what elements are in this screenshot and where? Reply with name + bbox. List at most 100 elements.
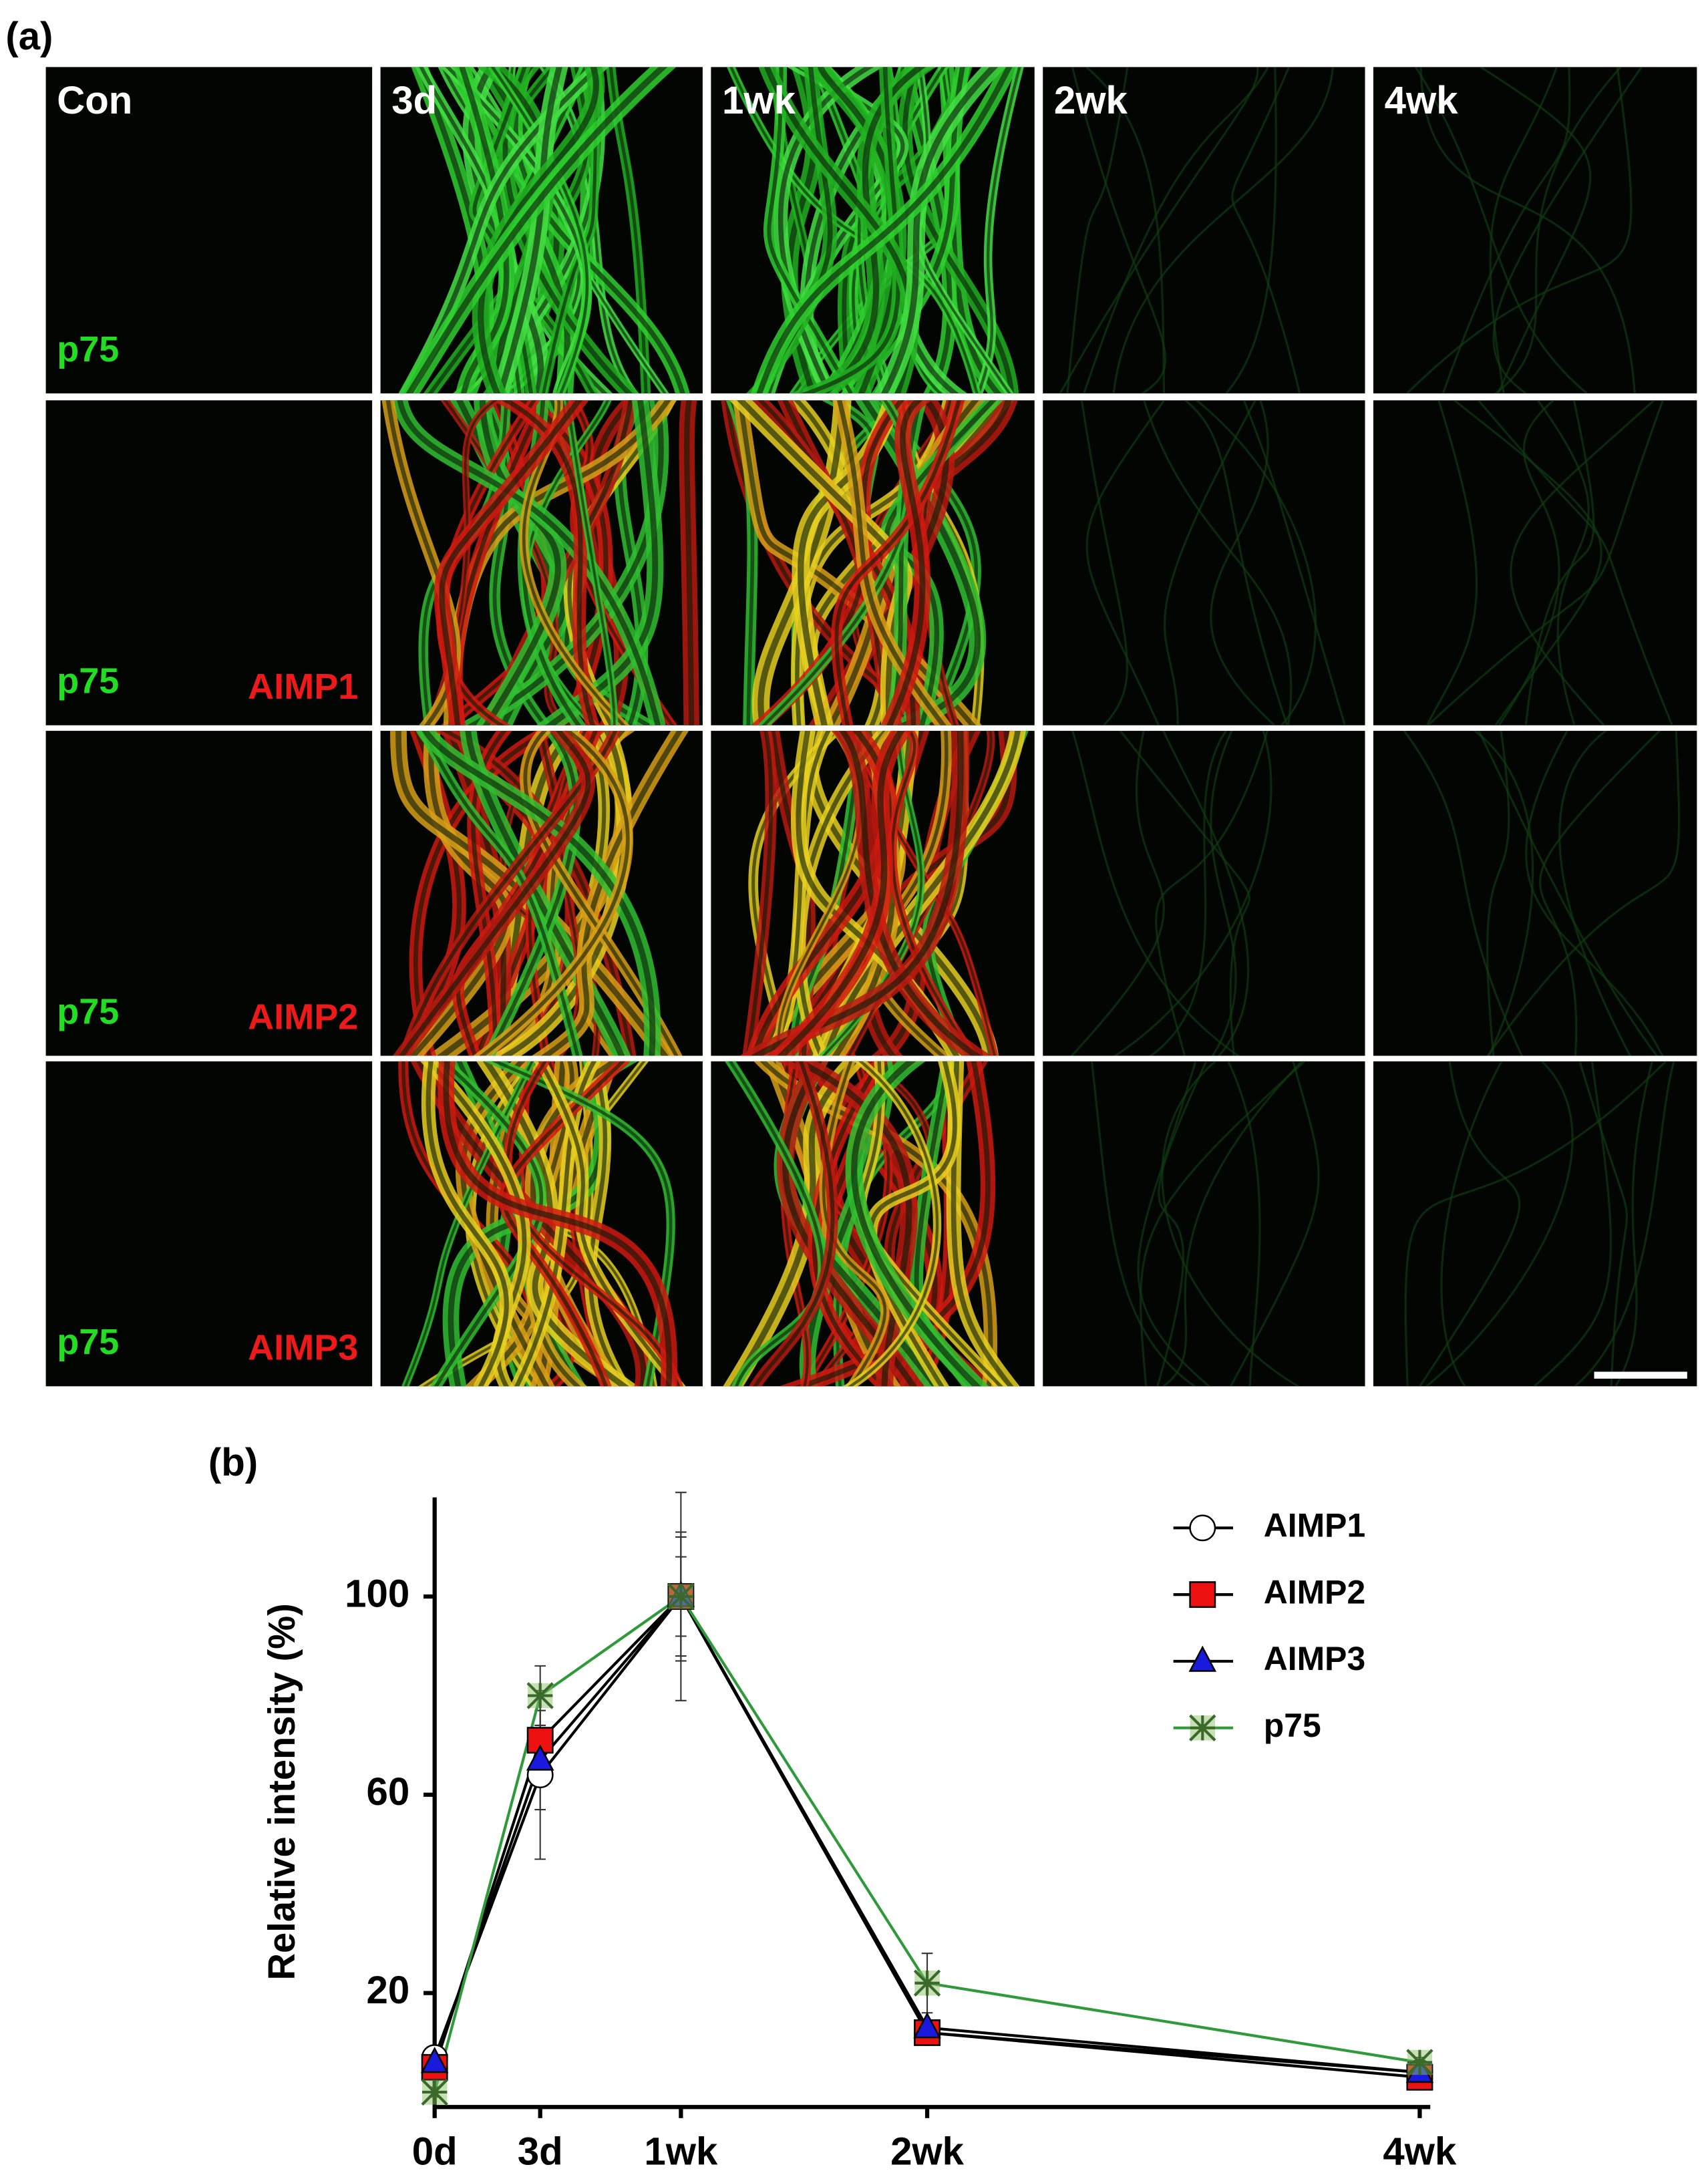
fiber-core — [977, 67, 1021, 393]
row-label: AIMP2 — [248, 997, 358, 1037]
fiber — [1404, 1061, 1668, 1387]
y-axis-label: Relative intensity (%) — [261, 1603, 303, 1980]
fiber-core — [759, 1061, 993, 1387]
marker-star — [1406, 2049, 1433, 2076]
y-tick-label: 100 — [345, 1572, 409, 1615]
fiber — [1085, 400, 1166, 725]
fiber — [1489, 67, 1558, 393]
fiber-core — [542, 67, 599, 393]
fiber — [1059, 67, 1259, 393]
fibers — [727, 67, 1024, 393]
fiber-core — [421, 731, 656, 1056]
legend-label: AIMP1 — [1264, 1507, 1365, 1544]
marker-star — [421, 2078, 448, 2106]
marker-star — [667, 1582, 695, 1611]
micrograph — [1373, 1061, 1697, 1387]
fiber-core — [801, 67, 901, 393]
fiber — [1162, 731, 1250, 1056]
marker — [913, 2012, 941, 2039]
fibers — [739, 731, 1029, 1056]
fiber — [1140, 1061, 1307, 1387]
fiber — [1478, 731, 1659, 1056]
fiber — [1224, 67, 1277, 393]
fibers — [398, 1061, 686, 1387]
fiber — [1478, 67, 1592, 393]
fiber-core — [409, 731, 510, 1056]
fiber-core — [441, 731, 633, 1056]
micrograph — [45, 67, 373, 393]
fiber-core — [403, 731, 617, 1056]
micrograph — [1043, 400, 1365, 725]
row-label: p75 — [57, 329, 119, 369]
fiber — [1578, 1061, 1629, 1387]
fibers — [381, 400, 699, 725]
fiber-core — [443, 1061, 673, 1387]
fiber-core — [405, 67, 668, 393]
fiber — [1137, 1061, 1211, 1387]
x-tick-label: 4wk — [1383, 2130, 1457, 2173]
column-label: 2wk — [1054, 79, 1128, 122]
fiber — [1119, 731, 1250, 1056]
fiber — [1242, 400, 1346, 725]
fiber-core — [880, 67, 999, 393]
fiber-core — [757, 400, 846, 725]
fiber-core — [767, 67, 854, 393]
fiber-core — [490, 67, 589, 393]
fiber — [1143, 400, 1293, 725]
fibers — [1070, 731, 1272, 1056]
fiber — [1071, 731, 1240, 1056]
fiber-core — [753, 1061, 835, 1387]
marker — [1189, 1581, 1216, 1609]
fibers — [1080, 400, 1346, 725]
fibers — [1405, 67, 1643, 393]
fiber — [1113, 731, 1272, 1056]
fiber — [1524, 400, 1595, 725]
micrograph — [45, 400, 373, 725]
fibers — [398, 67, 690, 393]
fiber — [1441, 67, 1571, 393]
fiber — [1148, 731, 1228, 1056]
marker — [1406, 2049, 1433, 2076]
x-tick-label: 3d — [518, 2130, 563, 2173]
fiber-core — [522, 400, 626, 725]
fibers — [390, 731, 689, 1056]
micrograph — [1373, 400, 1697, 725]
fiber-core — [834, 400, 961, 725]
fiber — [1162, 1061, 1304, 1387]
fiber — [1083, 67, 1270, 393]
y-tick-label: 20 — [367, 1969, 410, 2012]
fiber-core — [838, 731, 982, 1056]
x-tick-label: 1wk — [644, 2130, 718, 2173]
fiber-core — [471, 731, 508, 1056]
fiber — [1510, 400, 1656, 725]
fiber-core — [566, 400, 616, 725]
marker — [420, 2046, 449, 2073]
micrograph-grid: Con p75 3d 1wk 2wk 4wk p75 AIMP1 p75 AIMP2 p75 AIMP… — [45, 67, 1697, 1387]
fiber — [1080, 400, 1128, 725]
fiber — [1525, 731, 1664, 1056]
fiber-core — [886, 400, 926, 725]
row-label: p75 — [57, 1322, 119, 1362]
fiber — [1161, 1061, 1301, 1387]
fiber — [1614, 1061, 1654, 1387]
fibers — [723, 1061, 1020, 1387]
fiber — [1210, 400, 1276, 725]
fiber-core — [421, 731, 580, 1056]
fiber-core — [479, 400, 561, 725]
fiber-core — [750, 731, 964, 1056]
micrograph — [45, 1061, 373, 1387]
fiber — [1195, 400, 1317, 725]
marker — [526, 1744, 554, 1771]
column-label: 3d — [391, 79, 437, 122]
fiber — [1405, 67, 1633, 393]
panel-label: (a) — [5, 15, 53, 58]
legend-label: p75 — [1264, 1707, 1321, 1744]
fiber — [1210, 731, 1237, 1056]
fiber — [1532, 1061, 1612, 1387]
column-label: Con — [57, 79, 132, 122]
fiber — [1472, 731, 1534, 1056]
column-label: 1wk — [722, 79, 796, 122]
marker — [913, 1969, 941, 1997]
fiber-core — [439, 400, 583, 725]
marker-star — [1189, 1714, 1216, 1741]
